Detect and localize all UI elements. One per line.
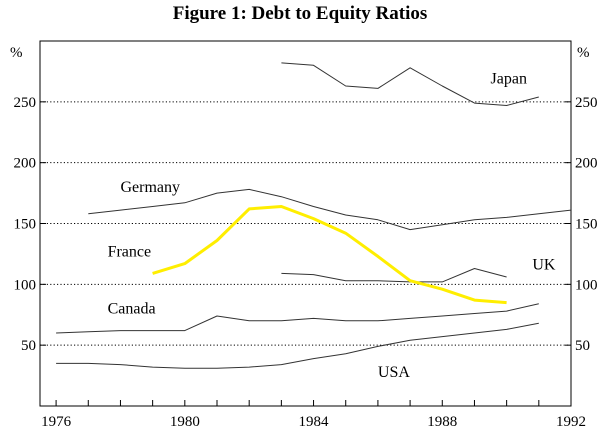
- y-tick-label-right-250: 250: [575, 95, 598, 111]
- x-tick-label-1992: 1992: [556, 414, 586, 430]
- y-tick-label-left-200: 200: [14, 156, 37, 172]
- y-tick-label-left-50: 50: [21, 338, 36, 354]
- series-label-uk: UK: [532, 257, 556, 274]
- series-line-uk: [281, 268, 507, 283]
- series-labels: Japan Germany France UK Canada USA: [108, 71, 556, 381]
- x-tick-label-1976: 1976: [41, 414, 72, 430]
- y-tick-label-right-50: 50: [575, 338, 590, 354]
- series-line-canada: [56, 303, 539, 334]
- x-tick-label-1984: 1984: [299, 414, 330, 430]
- series-label-france: France: [108, 243, 152, 260]
- y-tick-label-left-100: 100: [14, 277, 37, 293]
- series-line-usa: [56, 322, 539, 369]
- x-tick-label-1980: 1980: [170, 414, 200, 430]
- series-line-japan: [281, 62, 539, 106]
- y-tick-label-right-150: 150: [575, 217, 598, 233]
- x-tick-label-1988: 1988: [427, 414, 457, 430]
- y-axis-unit-right: %: [577, 45, 590, 61]
- series-label-japan: Japan: [491, 71, 527, 88]
- series-line-germany: [88, 188, 572, 231]
- series-label-germany: Germany: [120, 179, 180, 196]
- y-tick-label-right-100: 100: [575, 277, 598, 293]
- series-line-france: [152, 205, 507, 305]
- y-axis-unit-left: %: [10, 45, 23, 61]
- axis-ticks: 50 50 100 100 150 150 200 200 250 250 1976 1980 1984…: [14, 95, 598, 430]
- y-tick-label-left-250: 250: [14, 95, 37, 111]
- series-label-usa: USA: [378, 364, 410, 381]
- chart-title: Figure 1: Debt to Equity Ratios: [173, 3, 428, 24]
- y-tick-label-left-150: 150: [14, 217, 37, 233]
- series-lines: [56, 62, 572, 369]
- y-tick-label-right-200: 200: [575, 156, 598, 172]
- gridlines: [40, 101, 571, 346]
- series-label-canada: Canada: [108, 301, 156, 318]
